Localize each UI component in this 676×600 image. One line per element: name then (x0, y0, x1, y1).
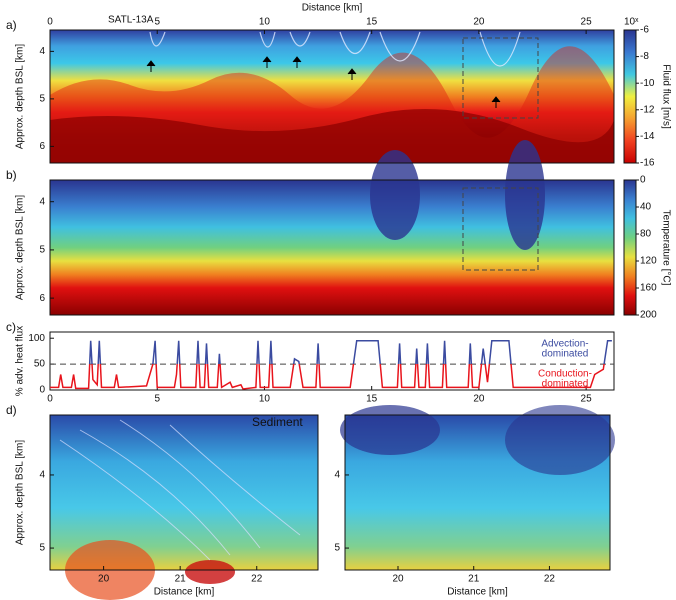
colorbar-tick-label: 0 (640, 175, 646, 186)
y-tick-label: 5 (334, 543, 340, 554)
x-tick-label: 15 (366, 394, 378, 405)
x-axis-label: Distance [km] (154, 587, 215, 598)
y-axis-label: Approx. depth BSL [km] (15, 195, 26, 300)
annotation: SATL-13A (108, 15, 154, 26)
x-tick-label: 5 (154, 394, 160, 405)
y-tick-label: 5 (39, 94, 45, 105)
annotation: dominated (542, 379, 589, 390)
y-axis-label: Approx. depth BSL [km] (15, 440, 26, 545)
x-tick-label: 20 (98, 574, 110, 585)
y-tick-label: 6 (39, 293, 45, 304)
x-tick-label: 25 (581, 394, 593, 405)
x-tick-label: 20 (473, 17, 485, 28)
x-tick-label: 15 (366, 17, 378, 28)
x-tick-label: 10 (259, 394, 271, 405)
panel-label: c) (6, 320, 16, 334)
colorbar-tick-label: 40 (640, 202, 652, 213)
y-axis-label: Approx. depth BSL [km] (15, 44, 26, 149)
colorbar-tick-label: -10 (640, 78, 655, 89)
line-series (50, 340, 612, 390)
y-tick-label: 0 (39, 385, 45, 396)
x-axis-label: Distance [km] (302, 3, 363, 14)
colorbar-label: Fluid flux [m/s] (660, 64, 671, 129)
y-tick-label: 4 (334, 470, 340, 481)
heatmap-art (50, 30, 615, 600)
colorbar-tick-label: -6 (640, 25, 649, 36)
colorbar-tick-label: -12 (640, 104, 655, 115)
y-tick-label: 50 (34, 359, 46, 370)
panel-label: b) (6, 168, 17, 182)
colorbar (623, 29, 637, 164)
panel-label: a) (6, 18, 17, 32)
y-tick-label: 100 (28, 333, 45, 344)
x-tick-label: 0 (47, 394, 53, 405)
x-tick-label: 21 (175, 574, 187, 585)
plot-frame (49, 179, 615, 316)
plot-frame (49, 331, 615, 391)
panel-label: d) (6, 403, 17, 417)
x-tick-label: 5 (154, 17, 160, 28)
colorbar-label: Temperature [°C] (660, 210, 671, 286)
colorbar (623, 179, 637, 316)
annotation: Advection- (541, 339, 588, 350)
colorbar-tick-label: -16 (640, 158, 655, 169)
colorbar-exponent: 10ˣ (624, 17, 639, 28)
y-tick-label: 5 (39, 543, 45, 554)
plot-frame (344, 414, 611, 571)
annotation: Conduction- (538, 369, 592, 380)
plot-frame (49, 414, 319, 571)
x-tick-label: 20 (473, 394, 485, 405)
y-tick-label: 4 (39, 196, 45, 207)
colorbar-tick-label: 200 (640, 310, 657, 321)
annotation: Sediment (252, 415, 303, 429)
colorbar-tick-label: -14 (640, 131, 655, 142)
x-tick-label: 22 (544, 574, 556, 585)
x-tick-label: 22 (251, 574, 263, 585)
x-tick-label: 10 (259, 17, 271, 28)
colorbar-tick-label: -8 (640, 51, 649, 62)
x-tick-label: 20 (392, 574, 404, 585)
x-tick-label: 25 (581, 17, 593, 28)
y-tick-label: 4 (39, 470, 45, 481)
y-tick-label: 6 (39, 141, 45, 152)
colorbar-tick-label: 160 (640, 283, 657, 294)
x-tick-label: 0 (47, 17, 53, 28)
x-axis-label: Distance [km] (447, 587, 508, 598)
annotation: dominated (542, 349, 589, 360)
plot-frame (49, 29, 615, 164)
y-tick-label: 5 (39, 245, 45, 256)
colorbar-tick-label: 80 (640, 229, 652, 240)
y-axis-label: % adv. heat flux (15, 326, 26, 396)
colorbar-tick-label: 120 (640, 256, 657, 267)
y-tick-label: 4 (39, 46, 45, 57)
x-tick-label: 21 (468, 574, 480, 585)
